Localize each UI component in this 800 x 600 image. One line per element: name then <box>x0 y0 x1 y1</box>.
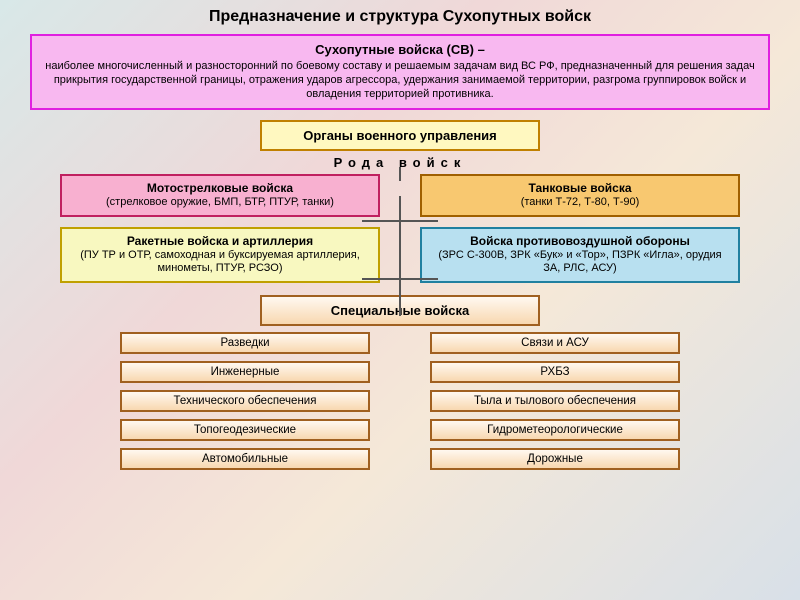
branch-sub: (танки Т-72, Т-80, Т-90) <box>430 196 730 210</box>
special-item: Инженерные <box>120 361 370 383</box>
special-item: Связи и АСУ <box>430 332 680 354</box>
branch-col-left: Мотострелковые войска (стрелковое оружие… <box>60 174 380 283</box>
branch-sub: (стрелковое оружие, БМП, БТР, ПТУР, танк… <box>70 196 370 210</box>
connector <box>399 167 401 181</box>
connector <box>362 278 438 280</box>
branch-airdef: Войска противовоздушной обороны (ЗРС С-3… <box>420 227 740 284</box>
branch-col-right: Танковые войска (танки Т-72, Т-80, Т-90)… <box>420 174 740 283</box>
special-grid: Разведки Связи и АСУ Инженерные РХБЗ Тех… <box>0 332 800 470</box>
definition-text: наиболее многочисленный и разносторонний… <box>45 60 754 101</box>
special-item: Технического обеспечения <box>120 390 370 412</box>
branch-tank: Танковые войска (танки Т-72, Т-80, Т-90) <box>420 174 740 217</box>
branch-title: Мотострелковые войска <box>70 181 370 196</box>
definition-box: Сухопутные войска (СВ) – наиболее многоч… <box>30 34 770 110</box>
connector <box>399 196 401 316</box>
special-item: Дорожные <box>430 448 680 470</box>
special-item: Гидрометеорологические <box>430 419 680 441</box>
definition-heading: Сухопутные войска (СВ) – <box>315 42 485 57</box>
special-item: Топогеодезические <box>120 419 370 441</box>
special-item: Тыла и тылового обеспечения <box>430 390 680 412</box>
branch-rocket: Ракетные войска и артиллерия (ПУ ТР и ОТ… <box>60 227 380 284</box>
branch-sub: (ЗРС С-300В, ЗРК «Бук» и «Тор», ПЗРК «Иг… <box>430 249 730 277</box>
page-title: Предназначение и структура Сухопутных во… <box>0 0 800 30</box>
branch-sub: (ПУ ТР и ОТР, самоходная и буксируемая а… <box>70 249 370 277</box>
special-item: РХБЗ <box>430 361 680 383</box>
branch-title: Ракетные войска и артиллерия <box>70 234 370 249</box>
management-box: Органы военного управления <box>260 120 540 151</box>
branch-title: Войска противовоздушной обороны <box>430 234 730 249</box>
connector <box>362 220 438 222</box>
branch-title: Танковые войска <box>430 181 730 196</box>
branch-motorized: Мотострелковые войска (стрелковое оружие… <box>60 174 380 217</box>
special-item: Разведки <box>120 332 370 354</box>
special-item: Автомобильные <box>120 448 370 470</box>
